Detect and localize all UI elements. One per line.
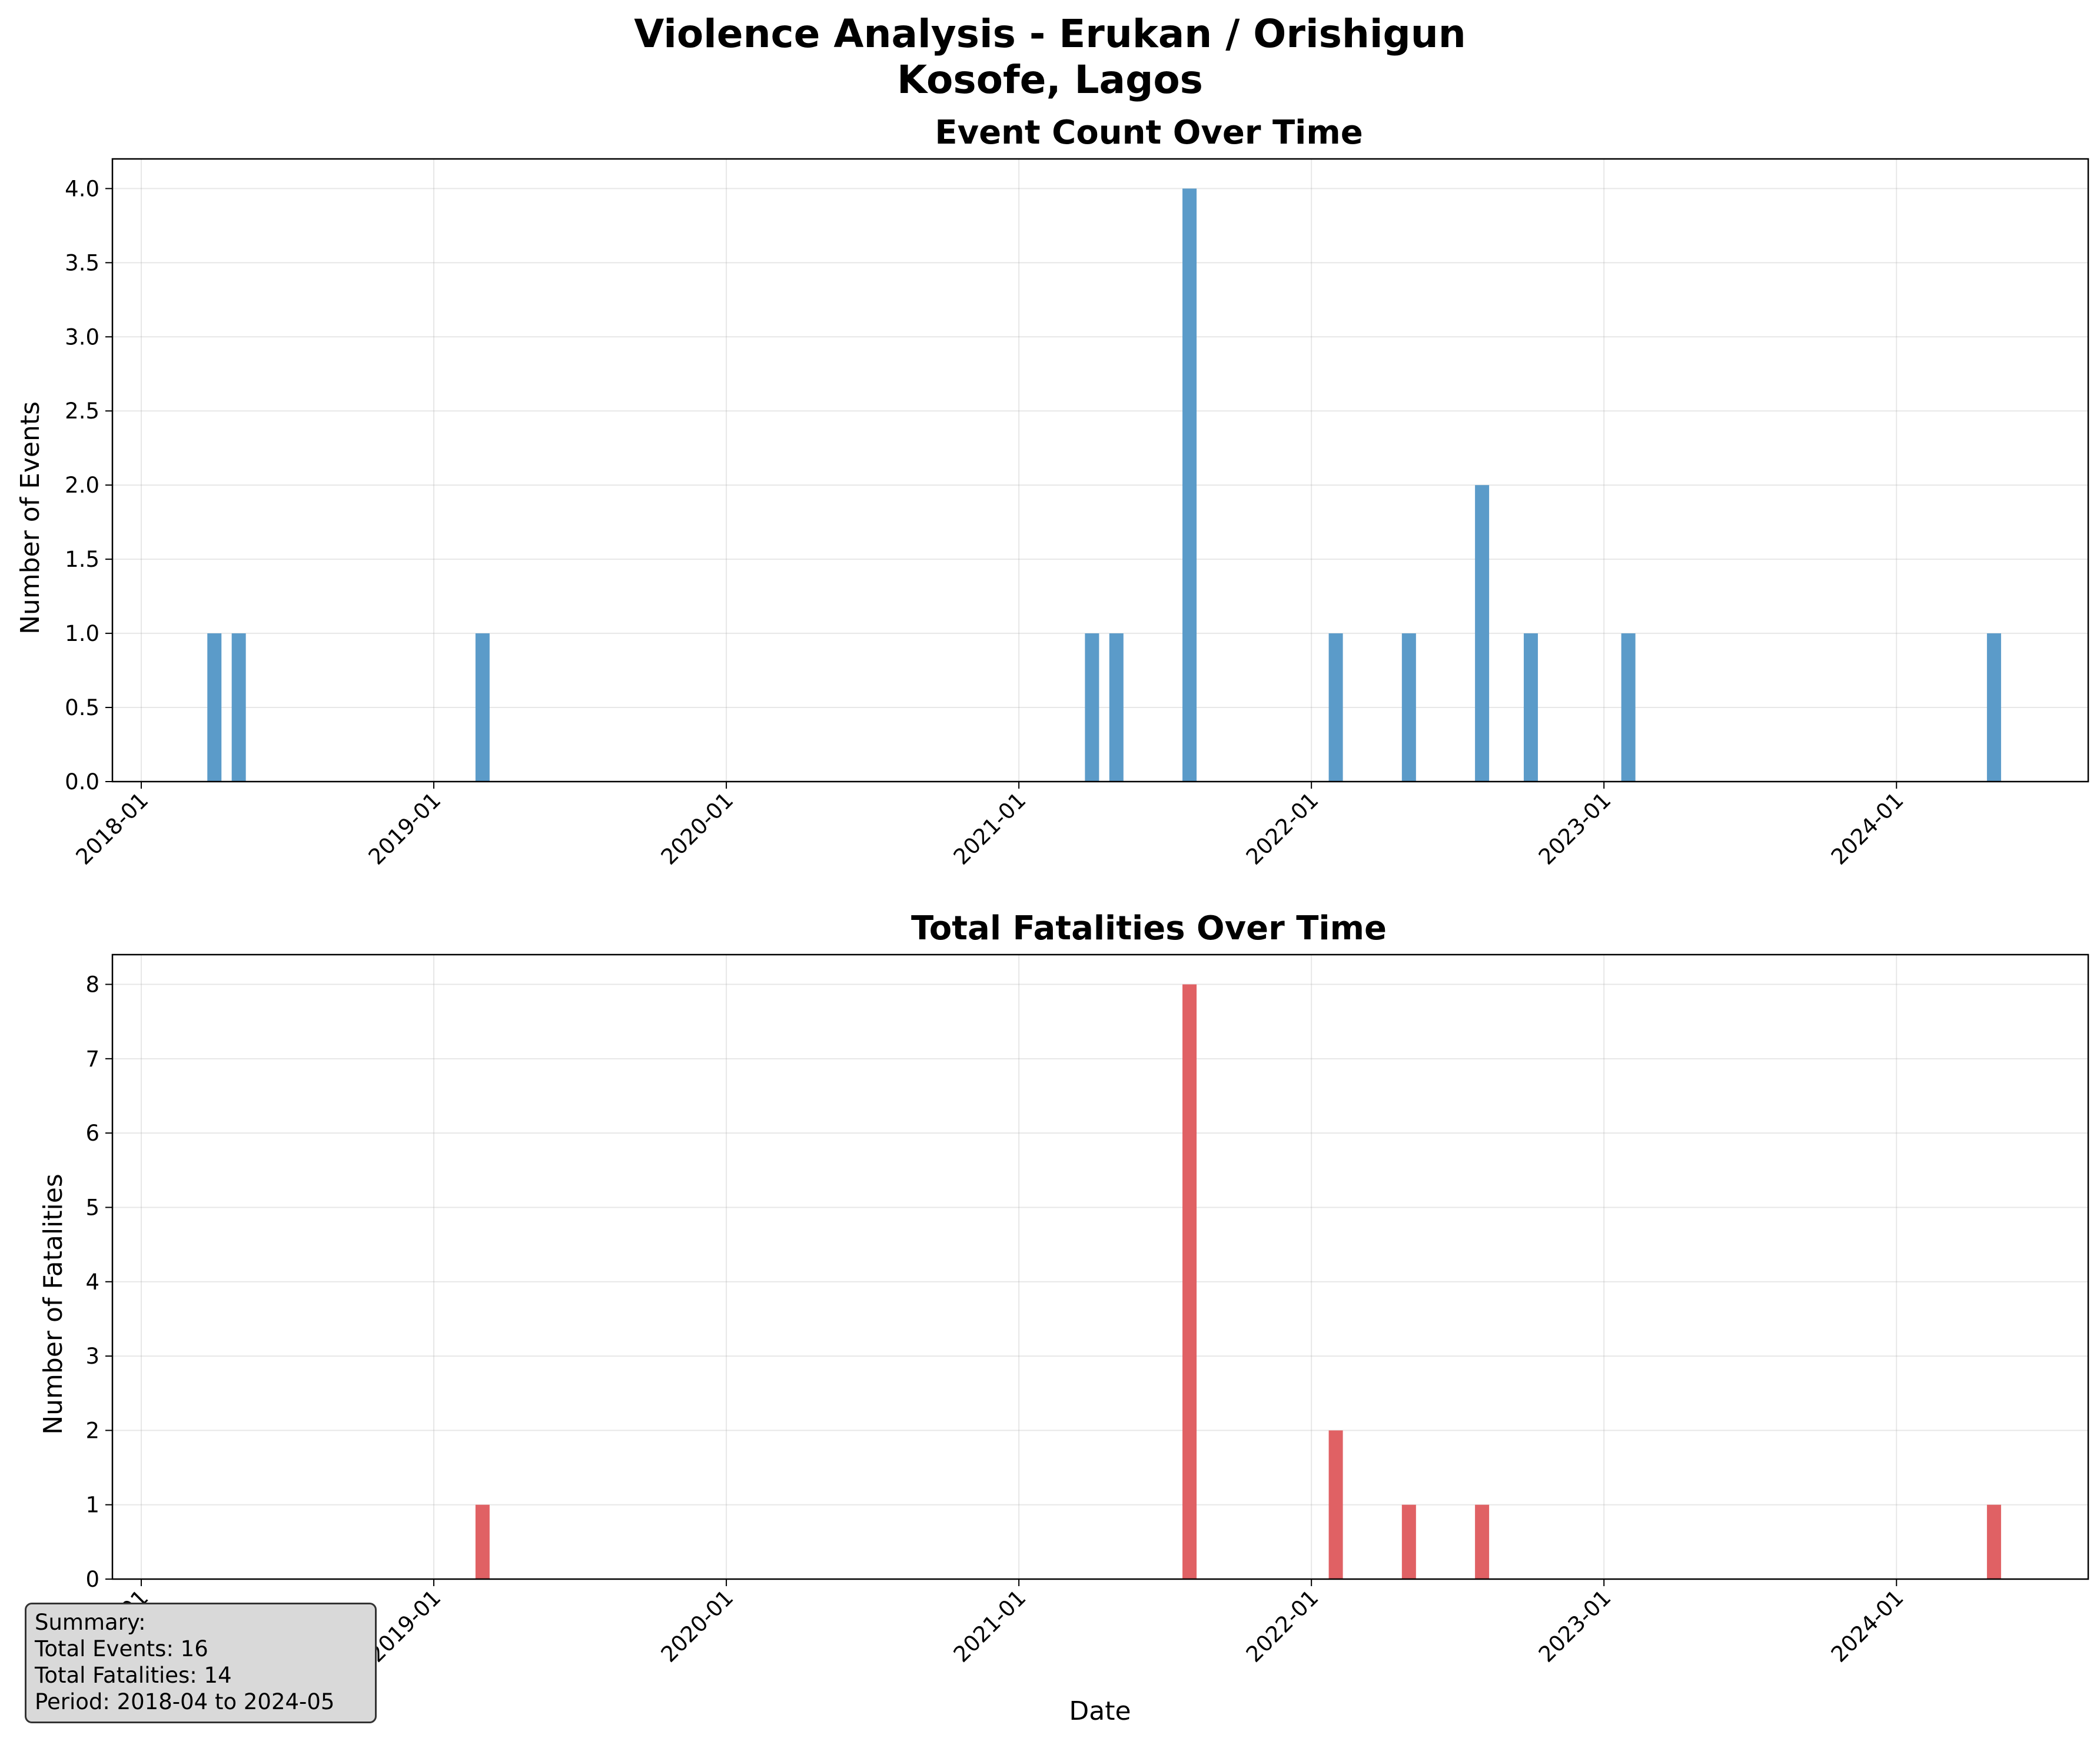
fatalities-bar: [1182, 984, 1197, 1579]
event-count-y-tick-label: 4.0: [65, 176, 99, 201]
fatalities-bar: [1986, 1504, 2001, 1579]
fatalities-y-tick-label: 6: [85, 1121, 99, 1146]
figure-title-line-1: Violence Analysis - Erukan / Orishigun: [634, 11, 1466, 57]
fatalities-x-tick-label: 2022-01: [1241, 1585, 1324, 1667]
event-count-y-axis-label: Number of Events: [15, 401, 45, 634]
event-count-axes-frame: [111, 158, 2089, 783]
event-count-bar: [1475, 485, 1490, 782]
fatalities-axes-frame: [111, 953, 2089, 1580]
event-count-bar: [1401, 633, 1416, 782]
event-count-y-tick-label: 3.0: [65, 324, 99, 350]
fatalities-bar: [475, 1504, 490, 1579]
event-count-y-tick-label: 1.5: [65, 547, 99, 572]
fatalities-y-tick-label: 8: [85, 972, 99, 998]
fatalities-y-axis-label: Number of Fatalities: [38, 1174, 68, 1435]
fatalities-x-tick-label: 2023-01: [1534, 1585, 1616, 1667]
event-count-y-tick-label: 2.5: [65, 398, 99, 424]
fatalities-y-tick-label: 3: [85, 1344, 99, 1369]
event-count-y-tick-label: 0.0: [65, 769, 99, 795]
event-count-panel: Event Count Over Time Number of Events 0…: [15, 114, 2089, 870]
fatalities-y-tick-label: 0: [85, 1567, 99, 1592]
fatalities-bar: [1401, 1504, 1416, 1579]
figure-title-line-2: Kosofe, Lagos: [897, 57, 1203, 102]
event-count-x-tick-label: 2024-01: [1826, 787, 1909, 870]
summary-box: Summary: Total Events: 16 Total Fataliti…: [25, 1603, 377, 1723]
fatalities-x-axis-label: Date: [1069, 1696, 1131, 1726]
event-count-y-tick-label: 0.5: [65, 695, 99, 720]
event-count-x-tick-label: 2023-01: [1534, 787, 1616, 870]
fatalities-y-tick-label: 2: [85, 1418, 99, 1443]
summary-total-fatalities: Total Fatalities: 14: [35, 1663, 232, 1688]
event-count-bar: [1621, 633, 1636, 782]
event-count-x-tick-label: 2020-01: [656, 787, 739, 870]
event-count-y-tick-label: 2.0: [65, 473, 99, 498]
fatalities-y-tick-label: 1: [85, 1493, 99, 1518]
fatalities-bar: [1328, 1430, 1343, 1579]
event-count-title: Event Count Over Time: [935, 114, 1363, 152]
fatalities-x-tick-label: 2020-01: [656, 1585, 739, 1667]
fatalities-y-tick-label: 4: [85, 1270, 99, 1295]
event-count-bar: [1109, 633, 1124, 782]
fatalities-title: Total Fatalities Over Time: [911, 909, 1387, 948]
summary-heading: Summary:: [35, 1610, 146, 1635]
summary-total-events: Total Events: 16: [35, 1636, 208, 1661]
event-count-bar: [1182, 188, 1197, 782]
event-count-bar: [1328, 633, 1343, 782]
event-count-bar: [207, 633, 222, 782]
event-count-bar: [475, 633, 490, 782]
event-count-x-tick-label: 2021-01: [949, 787, 1031, 870]
event-count-x-tick-label: 2022-01: [1241, 787, 1324, 870]
event-count-y-tick-label: 1.0: [65, 621, 99, 646]
fatalities-bar: [1475, 1504, 1490, 1579]
fatalities-x-tick-label: 2021-01: [949, 1585, 1031, 1667]
event-count-x-tick-label: 2019-01: [364, 787, 446, 870]
fatalities-y-tick-label: 7: [85, 1046, 99, 1072]
fatalities-x-tick-label: 2024-01: [1826, 1585, 1909, 1667]
event-count-x-tick-label: 2018-01: [71, 787, 154, 870]
event-count-y-tick-label: 3.5: [65, 250, 99, 275]
event-count-bar: [231, 633, 246, 782]
event-count-bar: [1523, 633, 1538, 782]
summary-period: Period: 2018-04 to 2024-05: [35, 1689, 335, 1714]
event-count-bar: [1986, 633, 2001, 782]
event-count-bar: [1085, 633, 1099, 782]
fatalities-y-tick-label: 5: [85, 1195, 99, 1220]
